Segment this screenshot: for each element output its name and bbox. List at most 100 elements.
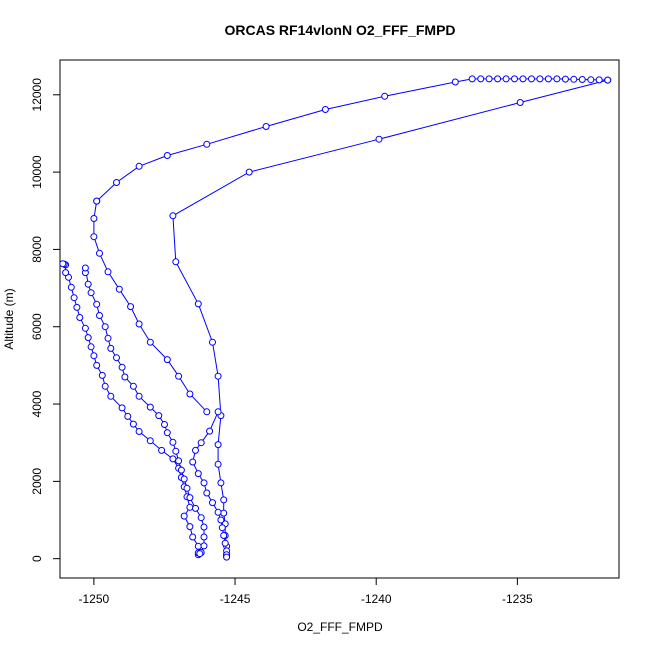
data-point — [220, 496, 228, 504]
data-point — [146, 437, 154, 445]
plot-frame — [59, 59, 620, 579]
chart-title: ORCAS RF14vlonN O2_FFF_FMPD — [224, 22, 455, 38]
data-point — [604, 76, 612, 84]
x-tick-label: -1245 — [220, 592, 251, 606]
data-point — [206, 427, 214, 435]
data-point — [93, 300, 101, 308]
data-point — [169, 212, 177, 220]
data-point — [186, 390, 194, 398]
data-point — [163, 429, 171, 437]
data-point — [93, 197, 101, 205]
y-tick-label: 6000 — [30, 313, 44, 340]
data-point — [375, 135, 383, 143]
data-point — [73, 303, 81, 311]
data-point — [186, 523, 194, 531]
data-point — [59, 260, 67, 268]
series-layer — [59, 75, 612, 561]
y-tick-label: 2000 — [30, 468, 44, 495]
data-point — [127, 303, 135, 311]
data-point — [104, 334, 112, 342]
data-point — [223, 553, 231, 561]
data-point — [101, 323, 109, 331]
data-point — [262, 123, 270, 130]
data-point — [570, 75, 578, 83]
data-point — [194, 300, 202, 308]
data-point — [321, 106, 329, 113]
data-point — [217, 516, 225, 524]
data-point — [217, 479, 225, 487]
y-axis: 0 2000 4000 6000 8000 10000 12000 — [30, 78, 60, 562]
data-point — [163, 356, 171, 364]
data-point — [519, 75, 527, 83]
data-point — [220, 509, 228, 517]
data-point — [129, 382, 137, 390]
data-point — [118, 404, 126, 412]
data-point — [155, 412, 163, 420]
data-point — [101, 382, 109, 390]
data-point — [93, 361, 101, 369]
data-point — [172, 258, 180, 266]
series-5 — [93, 75, 612, 205]
data-point — [516, 99, 524, 106]
data-point — [169, 455, 177, 463]
y-tick-label: 4000 — [30, 390, 44, 417]
data-point — [220, 532, 228, 539]
data-point — [104, 268, 112, 276]
data-point — [81, 264, 89, 272]
x-axis-label: O2_FFF_FMPD — [297, 620, 383, 634]
data-point — [84, 280, 92, 288]
data-point — [115, 285, 123, 293]
data-point — [180, 512, 188, 520]
data-point — [511, 75, 518, 83]
y-tick-label: 12000 — [30, 78, 44, 112]
data-point — [189, 533, 197, 541]
data-point — [67, 283, 75, 291]
data-point — [218, 524, 226, 532]
data-point — [451, 78, 459, 86]
data-point — [183, 484, 191, 492]
data-point — [197, 439, 205, 447]
data-point — [203, 140, 211, 148]
data-point — [192, 446, 199, 454]
x-axis: -1250 -1245 -1240 -1235 — [79, 578, 533, 606]
data-point — [135, 162, 143, 170]
data-point — [192, 504, 199, 512]
data-point — [595, 76, 603, 84]
data-point — [221, 539, 229, 547]
data-point — [494, 75, 502, 83]
data-point — [172, 447, 180, 455]
data-point — [203, 408, 211, 416]
x-tick-label: -1235 — [502, 592, 533, 606]
data-point — [169, 438, 177, 446]
data-point — [502, 75, 510, 83]
data-point — [175, 457, 183, 465]
series-6 — [90, 197, 211, 416]
data-point — [146, 403, 154, 411]
data-point — [70, 294, 78, 302]
data-point — [200, 479, 208, 487]
data-point — [245, 168, 253, 176]
data-point — [561, 75, 569, 83]
y-tick-label: 8000 — [30, 236, 44, 263]
data-point — [381, 92, 389, 100]
data-point — [107, 392, 115, 400]
data-point — [90, 352, 98, 360]
x-tick-label: -1240 — [361, 592, 392, 606]
data-point — [177, 466, 185, 474]
data-point — [135, 428, 143, 435]
y-tick-label: 0 — [30, 555, 44, 562]
x-tick-label: -1250 — [79, 592, 110, 606]
data-point — [98, 371, 106, 379]
data-point — [189, 458, 197, 466]
data-point — [113, 354, 120, 362]
data-point — [203, 489, 211, 497]
data-point — [121, 373, 129, 381]
data-point — [196, 550, 204, 558]
data-point — [186, 503, 194, 511]
data-point — [62, 269, 70, 277]
data-point — [536, 75, 544, 83]
data-point — [587, 76, 595, 84]
data-point — [209, 338, 216, 346]
data-point — [76, 314, 84, 321]
